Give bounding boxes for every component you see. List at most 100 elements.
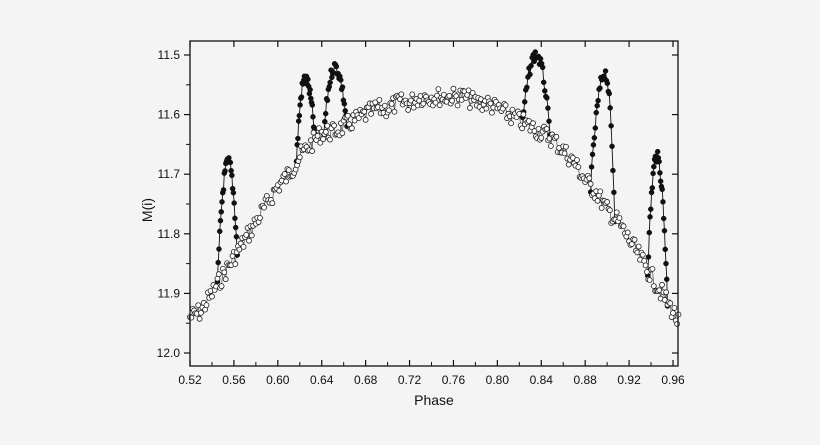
- quiescent-point: [483, 105, 490, 112]
- quiescent-point: [465, 87, 472, 94]
- flare-point: [597, 85, 603, 91]
- flare-point: [545, 105, 551, 111]
- quiescent-point: [232, 261, 239, 267]
- quiescent-point: [646, 277, 653, 283]
- quiescent-point: [586, 175, 593, 182]
- quiescent-point: [519, 125, 525, 132]
- quiescent-point: [398, 91, 405, 98]
- flare-point: [324, 97, 331, 104]
- flare-point: [650, 170, 656, 177]
- y-tick-label: 12.0: [157, 346, 181, 360]
- flare-point: [322, 118, 328, 125]
- x-tick-label: 0.88: [574, 373, 598, 387]
- flare-point: [657, 170, 663, 176]
- quiescent-point: [405, 107, 412, 113]
- x-tick-label: 0.56: [222, 373, 246, 387]
- quiescent-point: [432, 99, 439, 106]
- quiescent-point: [435, 86, 442, 93]
- flare-point: [648, 189, 655, 196]
- quiescent-point: [248, 232, 255, 239]
- quiescent-point: [257, 215, 263, 221]
- flare-point: [327, 79, 333, 86]
- flare-point: [607, 105, 613, 111]
- quiescent-point: [538, 134, 545, 141]
- flare-point: [524, 84, 530, 91]
- y-tick-label: 11.8: [158, 227, 181, 241]
- flare-point: [537, 56, 544, 62]
- quiescent-point: [659, 281, 665, 288]
- flare-point: [663, 260, 669, 267]
- quiescent-point: [196, 315, 203, 322]
- quiescent-point: [667, 300, 674, 307]
- quiescent-point: [553, 133, 560, 140]
- quiescent-point: [671, 304, 678, 311]
- y-tick-label: 11.9: [158, 286, 181, 300]
- flare-point: [218, 209, 224, 215]
- quiescent-point: [587, 181, 594, 187]
- flare-point: [521, 99, 528, 105]
- quiescent-point: [508, 120, 514, 127]
- flare-point: [216, 246, 222, 252]
- flare-point: [310, 114, 316, 120]
- quiescent-point: [616, 215, 623, 221]
- quiescent-point: [222, 276, 229, 283]
- quiescent-point: [331, 122, 337, 129]
- flare-point: [649, 185, 656, 191]
- quiescent-point: [520, 111, 527, 118]
- flare-point: [532, 49, 539, 55]
- x-tick-label: 0.80: [486, 373, 510, 387]
- flare-point: [228, 167, 234, 174]
- quiescent-point: [381, 102, 388, 109]
- flare-point: [654, 148, 661, 155]
- quiescent-point: [561, 150, 568, 157]
- flare-point: [333, 63, 340, 70]
- quiescent-point: [604, 199, 611, 205]
- quiescent-point: [446, 92, 453, 99]
- flare-point: [338, 77, 344, 83]
- quiescent-point: [565, 161, 572, 168]
- flare-point: [544, 95, 550, 101]
- flare-point: [295, 118, 302, 124]
- quiescent-point: [349, 125, 355, 132]
- quiescent-point: [575, 164, 582, 170]
- flare-point: [305, 76, 311, 82]
- flare-point: [604, 80, 611, 87]
- quiescent-point: [650, 283, 657, 289]
- flare-point: [648, 206, 654, 212]
- quiescent-point: [639, 251, 646, 258]
- flare-point: [645, 254, 652, 260]
- flare-point: [588, 164, 595, 170]
- quiescent-point: [236, 246, 243, 253]
- quiescent-point: [327, 136, 333, 143]
- flare-point: [298, 94, 305, 100]
- flare-point: [595, 97, 601, 104]
- quiescent-point: [420, 100, 427, 107]
- quiescent-point: [322, 129, 329, 135]
- flare-point: [593, 109, 599, 116]
- quiescent-point: [543, 126, 550, 132]
- x-tick-label: 0.96: [661, 373, 685, 387]
- flare-point: [539, 64, 546, 71]
- flare-point: [602, 68, 609, 74]
- quiescent-point: [487, 100, 494, 107]
- flare-point: [232, 224, 239, 231]
- quiescent-point: [436, 102, 443, 109]
- quiescent-point: [376, 96, 383, 103]
- flare-point: [589, 151, 596, 158]
- x-tick-label: 0.72: [398, 373, 422, 387]
- quiescent-point: [386, 107, 392, 114]
- x-tick-label: 0.52: [178, 373, 202, 387]
- quiescent-point: [547, 143, 554, 149]
- quiescent-point: [246, 237, 252, 244]
- quiescent-point: [362, 116, 369, 123]
- flare-point: [664, 276, 670, 283]
- x-tick-label: 0.92: [617, 373, 641, 387]
- quiescent-point: [361, 108, 368, 115]
- x-tick-label: 0.84: [530, 373, 554, 387]
- quiescent-point: [285, 167, 292, 173]
- flare-point: [219, 199, 225, 205]
- x-tick-label: 0.68: [354, 373, 378, 387]
- flare-point: [232, 215, 238, 222]
- flare-point: [594, 103, 600, 109]
- y-tick-label: 11.5: [158, 48, 181, 62]
